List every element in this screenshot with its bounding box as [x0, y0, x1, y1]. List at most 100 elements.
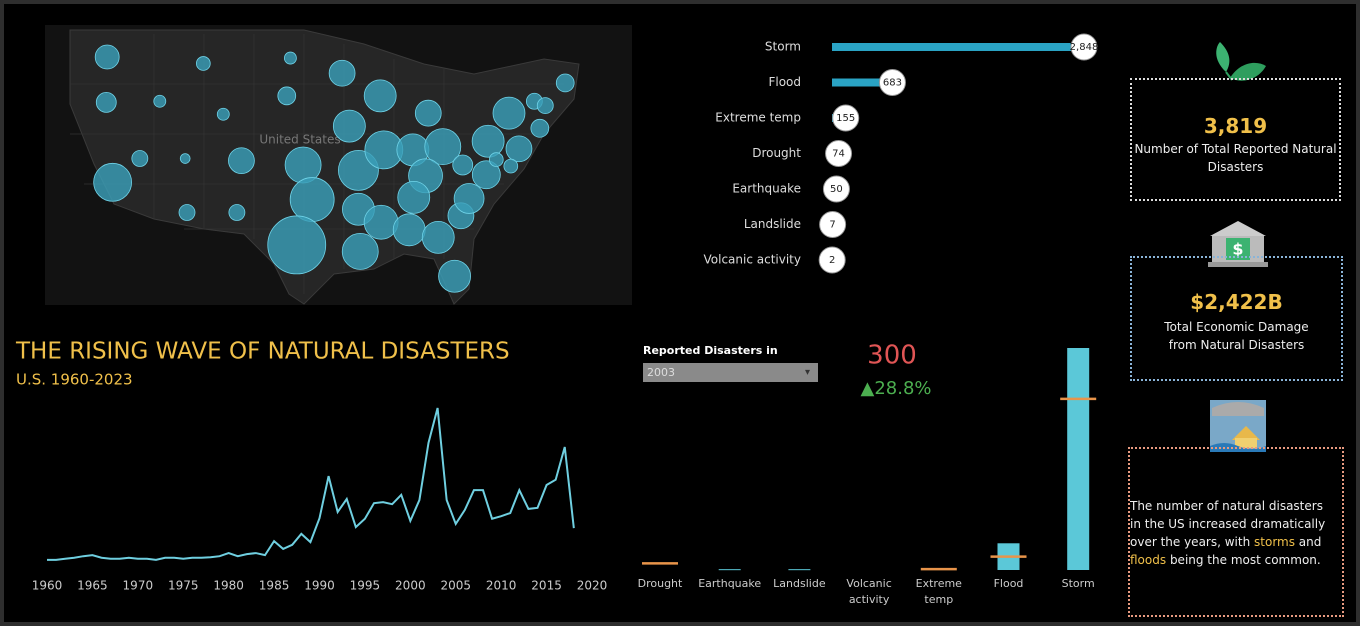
- year-total: 300: [867, 341, 917, 371]
- bubble: [471, 124, 505, 158]
- value-label: 2,848: [1070, 42, 1099, 53]
- bar: [718, 569, 741, 571]
- value-label: 50: [830, 184, 843, 195]
- bubble: [471, 160, 501, 190]
- dropdown-label: Reported Disasters in: [643, 344, 778, 357]
- bubble: [555, 73, 575, 93]
- bubble: [453, 183, 485, 214]
- value-label: 683: [883, 78, 902, 89]
- x-tick-label: 1960: [32, 579, 63, 593]
- x-tick-label: 1980: [213, 579, 244, 593]
- kpi-value: $2,422B: [1190, 290, 1283, 314]
- kpi-card-damage: $2,422B Total Economic Damage from Natur…: [1130, 256, 1343, 381]
- bar-label: Drought: [752, 146, 801, 160]
- x-tick-label: 2020: [577, 579, 608, 593]
- x-tick-label: 1970: [123, 579, 154, 593]
- bubble: [153, 94, 167, 108]
- bubble: [178, 204, 196, 221]
- bar-label: Earthquake: [732, 182, 801, 196]
- bar-label: Landslide: [744, 217, 801, 231]
- bubble: [536, 97, 554, 114]
- x-tick-label: Earthquake: [698, 577, 762, 590]
- note-card: The number of natural disasters in the U…: [1128, 447, 1344, 617]
- bubble: [131, 150, 149, 167]
- bubble: [530, 118, 550, 138]
- bubble: [421, 220, 455, 254]
- x-tick-label: Flood: [993, 577, 1024, 590]
- bubble: [452, 154, 474, 176]
- bubble: [93, 162, 133, 202]
- bubble: [332, 109, 366, 143]
- bubble: [289, 177, 335, 222]
- x-tick-label: 1990: [304, 579, 335, 593]
- bubble: [438, 259, 471, 293]
- bubble: [267, 215, 327, 275]
- x-tick-label: Extreme temp: [915, 577, 962, 606]
- value-label: 7: [829, 220, 835, 231]
- bubble: [284, 51, 297, 65]
- map-label: United States: [259, 133, 340, 147]
- note-segment: being the most common.: [1166, 553, 1321, 567]
- x-tick-label: Drought: [637, 577, 683, 590]
- x-tick-label: 2005: [440, 579, 471, 593]
- bubble: [397, 180, 431, 214]
- value-badge: [825, 140, 853, 167]
- svg-text:$: $: [1232, 240, 1243, 259]
- note-text: The number of natural disasters in the U…: [1130, 497, 1335, 569]
- chart-subtitle: U.S. 1960-2023: [16, 371, 133, 389]
- kpi-value: 3,819: [1203, 114, 1268, 138]
- bubble: [95, 91, 117, 113]
- highlight-text: floods: [1130, 553, 1167, 567]
- bubble: [492, 96, 526, 130]
- note-segment: The number of natural disasters in the U…: [1130, 499, 1326, 549]
- bubble: [228, 204, 246, 221]
- kpi-card-total: 3,819 Number of Total Reported Natural D…: [1130, 78, 1341, 201]
- bubble: [277, 86, 297, 106]
- x-tick-label: 1965: [77, 579, 108, 593]
- bubble: [94, 44, 120, 70]
- bar-label: Extreme temp: [715, 111, 801, 125]
- x-tick-label: Storm: [1061, 577, 1095, 590]
- x-tick-label: 1975: [168, 579, 199, 593]
- bar-label: Storm: [765, 40, 801, 54]
- bubble: [414, 99, 442, 127]
- x-tick-label: Volcanic activity: [846, 577, 892, 606]
- bubble: [488, 152, 504, 167]
- value-label: 74: [832, 149, 845, 160]
- value-badge: [819, 211, 847, 238]
- chart-title: THE RISING WAVE OF NATURAL DISASTERS: [15, 339, 510, 365]
- x-tick-label: 2010: [486, 579, 517, 593]
- bar: [832, 43, 1084, 51]
- bubble: [341, 232, 379, 270]
- bubble: [328, 59, 356, 87]
- value-label: 2: [829, 255, 835, 266]
- bubble: [228, 147, 255, 175]
- bubble: [196, 56, 211, 71]
- bubble: [392, 213, 426, 247]
- line: [47, 407, 575, 561]
- bar-label: Volcanic activity: [704, 253, 802, 267]
- leaf-icon: [1216, 42, 1266, 81]
- year-dropdown[interactable]: 2003: [643, 363, 818, 382]
- value-badge: [1070, 33, 1098, 61]
- x-tick-label: 1995: [350, 579, 381, 593]
- bubble: [424, 128, 462, 166]
- note-segment: and: [1294, 535, 1322, 549]
- bubble: [216, 107, 230, 121]
- value-label: 155: [836, 113, 855, 124]
- charts: United States THE RISING WAVE OF NATURAL…: [15, 25, 1268, 593]
- bubble: [505, 135, 533, 163]
- x-tick-label: 2000: [395, 579, 426, 593]
- value-badge: [878, 69, 906, 96]
- bar: [1067, 348, 1090, 570]
- x-tick-label: 1985: [259, 579, 290, 593]
- kpi-label: Number of Total Reported Natural Disaste…: [1134, 142, 1337, 174]
- bar-label: Flood: [768, 75, 801, 89]
- value-badge: [818, 246, 846, 274]
- bar: [788, 569, 811, 571]
- x-tick-label: 2015: [531, 579, 562, 593]
- bubble: [363, 204, 399, 240]
- bar: [832, 78, 893, 87]
- bubble: [503, 158, 519, 174]
